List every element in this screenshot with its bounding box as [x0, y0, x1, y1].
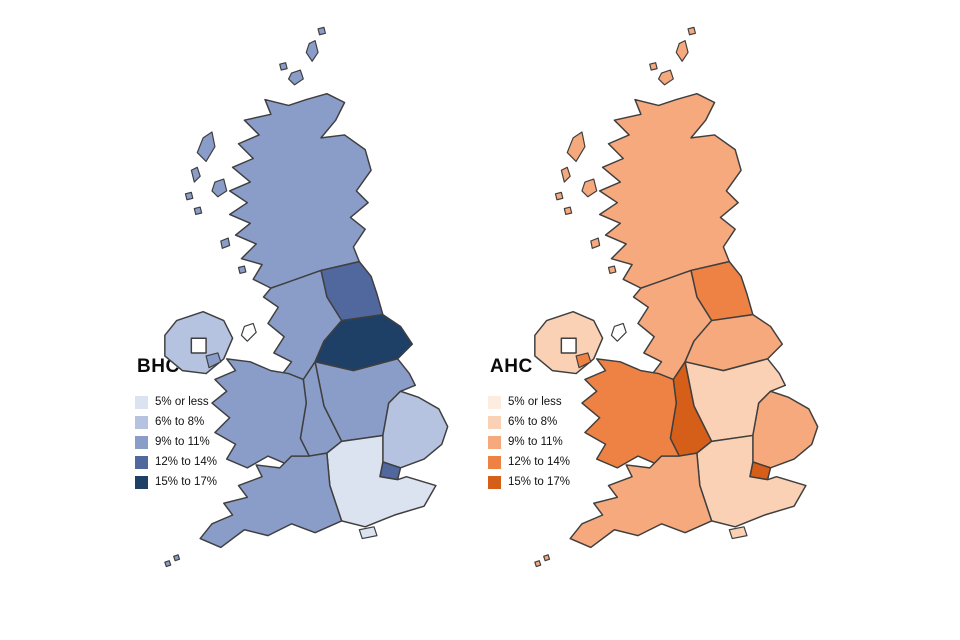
- island-anglesey-ahc: [575, 352, 592, 369]
- region-scotland-bhc: [228, 92, 372, 289]
- island-shetland-bhc: [305, 40, 319, 62]
- uk-choropleth-bhc: [164, 26, 449, 568]
- island-skye-ahc: [581, 178, 598, 198]
- island-tiree-ahc: [563, 206, 573, 216]
- map-panel-bhc: BHC 5% or less 6% to 8% 9% to 11% 12% to 14…: [135, 26, 449, 568]
- legend-label-bhc-2: 9% to 11%: [155, 436, 210, 448]
- legend-swatch-ahc-0: [488, 395, 501, 409]
- legend-swatch-ahc-4: [488, 475, 501, 489]
- island-shetland-north-ahc: [687, 26, 696, 36]
- island-lewis-ahc: [566, 131, 586, 163]
- region-east-of-england-ahc: [752, 390, 819, 469]
- island-isle-of-man-bhc: [240, 322, 257, 342]
- legend-swatch-ahc-2: [488, 435, 501, 449]
- island-orkney-west-ahc: [649, 62, 658, 71]
- legend-item-bhc-2: 9% to 11%: [135, 432, 265, 452]
- island-barra-ahc: [554, 191, 564, 201]
- island-tiree-bhc: [193, 206, 203, 216]
- legend-bhc: BHC 5% or less 6% to 8% 9% to 11% 12% to 14…: [135, 356, 265, 492]
- legend-label-ahc-2: 9% to 11%: [508, 436, 563, 448]
- legend-label-bhc-0: 5% or less: [155, 396, 209, 408]
- legend-item-ahc-2: 9% to 11%: [488, 432, 618, 452]
- legend-item-bhc-0: 5% or less: [135, 392, 265, 412]
- map-panel-ahc: AHC 5% or less 6% to 8% 9% to 11% 12% to 14…: [480, 0, 960, 640]
- legend-item-ahc-0: 5% or less: [488, 392, 618, 412]
- uk-choropleth-ahc: [534, 26, 819, 568]
- legend-swatch-bhc-0: [135, 395, 148, 409]
- region-northern-ireland-ahc: [534, 310, 604, 375]
- island-uist-ahc: [560, 166, 571, 183]
- region-south-west-bhc: [199, 452, 343, 549]
- legend-swatch-bhc-3: [135, 455, 148, 469]
- island-skye-bhc: [211, 178, 228, 198]
- island-isle-of-man-ahc: [610, 322, 627, 342]
- region-south-west-ahc: [569, 452, 713, 549]
- legend-item-bhc-3: 12% to 14%: [135, 452, 265, 472]
- legend-swatch-ahc-3: [488, 455, 501, 469]
- legend-items-bhc: 5% or less 6% to 8% 9% to 11% 12% to 14% 15%…: [135, 392, 265, 492]
- legend-item-bhc-1: 6% to 8%: [135, 412, 265, 432]
- legend-item-ahc-4: 15% to 17%: [488, 472, 618, 492]
- map-title-ahc: AHC: [490, 356, 533, 377]
- legend-item-bhc-4: 15% to 17%: [135, 472, 265, 492]
- island-scilly-ahc: [543, 554, 551, 562]
- island-scilly-west-bhc: [164, 560, 172, 568]
- legend-swatch-bhc-4: [135, 475, 148, 489]
- legend-label-ahc-1: 6% to 8%: [508, 416, 558, 428]
- legend-swatch-bhc-1: [135, 415, 148, 429]
- island-arran-ahc: [607, 265, 617, 274]
- region-scotland-ahc: [598, 92, 742, 289]
- legend-ahc: AHC 5% or less 6% to 8% 9% to 11% 12% to 14…: [488, 356, 618, 492]
- map-title-bhc: BHC: [137, 356, 180, 377]
- legend-item-ahc-3: 12% to 14%: [488, 452, 618, 472]
- island-orkney-bhc: [287, 69, 304, 86]
- legend-label-bhc-4: 15% to 17%: [155, 476, 218, 488]
- island-shetland-ahc: [675, 40, 689, 62]
- island-shetland-north-bhc: [317, 26, 327, 36]
- region-east-of-england-bhc: [382, 390, 449, 469]
- island-scilly-west-ahc: [534, 560, 542, 568]
- island-islay-ahc: [590, 237, 601, 249]
- island-isle-of-wight-ahc: [728, 526, 748, 540]
- island-islay-bhc: [220, 237, 231, 249]
- legend-label-bhc-1: 6% to 8%: [155, 416, 205, 428]
- island-anglesey-bhc: [205, 352, 222, 369]
- legend-label-ahc-4: 15% to 17%: [508, 476, 571, 488]
- legend-label-ahc-0: 5% or less: [508, 396, 562, 408]
- island-arran-bhc: [237, 265, 247, 274]
- legend-label-ahc-3: 12% to 14%: [508, 456, 571, 468]
- island-isle-of-wight-bhc: [358, 526, 378, 540]
- region-northern-ireland-bhc: [164, 310, 234, 375]
- island-orkney-west-bhc: [279, 62, 288, 71]
- legend-item-ahc-1: 6% to 8%: [488, 412, 618, 432]
- legend-items-ahc: 5% or less 6% to 8% 9% to 11% 12% to 14% 15%…: [488, 392, 618, 492]
- island-scilly-bhc: [173, 554, 181, 562]
- island-orkney-ahc: [657, 69, 674, 86]
- legend-swatch-bhc-2: [135, 435, 148, 449]
- island-barra-bhc: [184, 191, 194, 201]
- island-lewis-bhc: [196, 131, 216, 163]
- legend-swatch-ahc-1: [488, 415, 501, 429]
- island-uist-bhc: [190, 166, 201, 183]
- legend-label-bhc-3: 12% to 14%: [155, 456, 218, 468]
